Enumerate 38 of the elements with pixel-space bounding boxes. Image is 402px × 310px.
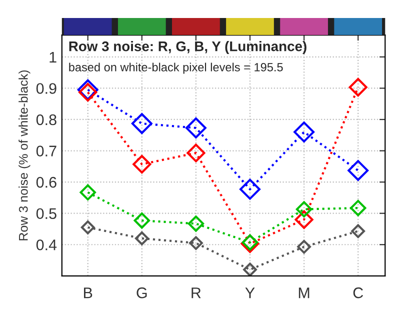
point [297, 240, 311, 254]
point [350, 200, 366, 216]
y-tick-label: 0.8 [36, 114, 56, 126]
point [294, 122, 315, 142]
point [78, 82, 98, 102]
x-tick-label: M [298, 288, 310, 298]
point [186, 144, 206, 162]
text: based on white-black pixel levels = 195.5 [69, 62, 283, 74]
point [131, 113, 152, 134]
point [80, 220, 95, 234]
chart-title: Row 3 noise: R, G, B, Y (Luminance) [69, 41, 306, 54]
point [134, 231, 149, 246]
point [188, 216, 204, 232]
y-tick-label: 0.9 [36, 83, 56, 94]
x-tick-label: C [353, 287, 364, 298]
point [77, 79, 98, 100]
y-tick-label: 0.6 [36, 176, 56, 188]
point [351, 224, 366, 238]
point [348, 78, 368, 97]
x-tick-label: Y [245, 288, 255, 298]
point [80, 184, 96, 200]
point [294, 210, 314, 229]
point [296, 201, 312, 218]
y-axis-title: Row 3 noise (% of white-black) [18, 70, 30, 240]
y-tick-label: 0.4 [36, 239, 57, 250]
y-tick-label: 0.7 [36, 146, 56, 156]
point [243, 262, 257, 276]
point [189, 236, 203, 250]
y-tick-label: 1 [50, 52, 56, 62]
point [132, 154, 152, 174]
point [134, 212, 150, 229]
x-tick-label: R [192, 288, 201, 298]
point [185, 117, 206, 138]
x-tick-label: B [84, 288, 92, 298]
point [348, 160, 369, 181]
point [240, 178, 260, 200]
x-tick-label: G [136, 287, 147, 298]
y-tick-label: 0.5 [36, 208, 56, 220]
